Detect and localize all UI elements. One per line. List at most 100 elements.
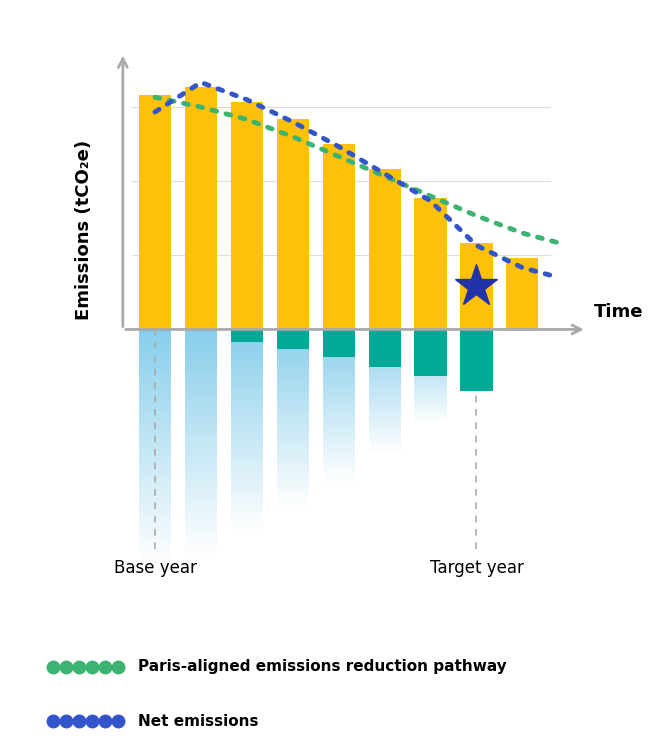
Bar <box>231 464 263 468</box>
Bar <box>415 380 447 381</box>
Bar <box>461 332 493 334</box>
Bar <box>231 492 263 495</box>
Bar <box>323 360 355 362</box>
Bar <box>139 501 171 506</box>
Bar <box>185 421 217 424</box>
Bar <box>277 469 309 472</box>
Bar <box>415 406 447 408</box>
Bar <box>323 340 355 342</box>
Bar <box>231 451 263 455</box>
Bar <box>139 353 171 357</box>
Bar <box>323 432 355 434</box>
Bar <box>369 344 401 346</box>
Bar <box>139 458 171 463</box>
Bar <box>231 329 263 342</box>
Bar <box>323 383 355 386</box>
Bar <box>323 470 355 473</box>
Bar <box>139 381 171 384</box>
Bar <box>277 501 309 504</box>
Bar <box>461 336 493 337</box>
Bar <box>369 428 401 430</box>
Bar <box>277 395 309 398</box>
Bar <box>231 437 263 441</box>
Bar <box>139 525 171 529</box>
Bar <box>415 362 447 364</box>
Bar <box>369 379 401 381</box>
Bar <box>277 335 309 338</box>
Bar <box>323 460 355 462</box>
Bar <box>415 342 447 344</box>
Bar <box>369 373 401 374</box>
Bar <box>231 384 263 387</box>
Bar <box>461 347 493 348</box>
Text: Paris-aligned emissions reduction pathway: Paris-aligned emissions reduction pathwa… <box>138 659 507 674</box>
Bar <box>323 427 355 429</box>
Bar <box>369 368 401 371</box>
Bar <box>139 490 171 494</box>
Text: Base year: Base year <box>114 559 196 578</box>
Bar <box>415 344 447 345</box>
Bar <box>461 345 493 346</box>
Bar <box>323 449 355 452</box>
Bar <box>277 457 309 460</box>
Bar <box>231 519 263 522</box>
Bar <box>139 560 171 564</box>
Bar <box>139 365 171 368</box>
Bar <box>461 365 493 366</box>
Bar <box>461 373 493 374</box>
Bar <box>461 386 493 387</box>
Bar <box>139 334 171 337</box>
Bar <box>415 341 447 342</box>
Bar <box>369 385 401 387</box>
Bar <box>369 451 401 453</box>
Bar <box>185 458 217 462</box>
Bar <box>231 377 263 380</box>
Bar <box>369 433 401 434</box>
Bar <box>231 329 263 333</box>
Bar <box>415 365 447 367</box>
Bar <box>139 486 171 490</box>
Bar <box>185 473 217 477</box>
Bar <box>461 366 493 368</box>
Bar <box>277 415 309 418</box>
Bar <box>139 470 171 474</box>
Bar <box>277 383 309 386</box>
Bar <box>139 420 171 424</box>
Bar <box>139 541 171 544</box>
Bar <box>415 402 447 403</box>
Bar <box>461 353 493 354</box>
Bar <box>139 513 171 517</box>
Bar <box>231 367 263 370</box>
Bar <box>461 337 493 339</box>
Bar <box>323 388 355 391</box>
Bar <box>323 332 355 334</box>
Bar <box>461 346 493 347</box>
Bar <box>231 471 263 475</box>
Bar <box>231 414 263 418</box>
Bar <box>323 342 355 345</box>
Bar <box>231 336 263 340</box>
Bar <box>415 387 447 389</box>
Text: Emissions (tCO₂e): Emissions (tCO₂e) <box>75 140 93 320</box>
Bar <box>231 387 263 390</box>
Bar <box>461 243 493 329</box>
Bar <box>415 337 447 339</box>
Bar <box>369 354 401 356</box>
Bar <box>461 339 493 340</box>
Bar <box>185 348 217 352</box>
Bar <box>277 475 309 478</box>
Bar <box>415 393 447 395</box>
Bar <box>415 334 447 336</box>
Bar <box>139 521 171 525</box>
Bar <box>415 381 447 383</box>
Bar <box>139 377 171 381</box>
Bar <box>369 408 401 410</box>
Bar <box>139 439 171 443</box>
Bar <box>277 365 309 368</box>
Bar <box>277 380 309 383</box>
Bar <box>139 451 171 455</box>
Bar <box>277 389 309 392</box>
Bar <box>185 364 217 368</box>
Bar <box>369 360 401 362</box>
Bar <box>231 397 263 400</box>
